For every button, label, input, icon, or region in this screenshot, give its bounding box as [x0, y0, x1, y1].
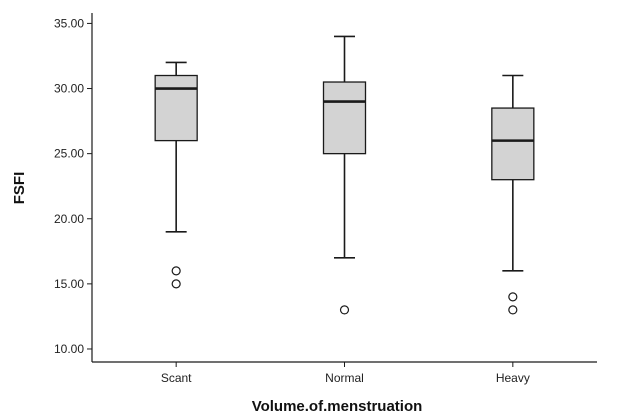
- x-axis: Scant Normal Heavy: [161, 362, 530, 385]
- outlier-point: [171, 279, 181, 289]
- x-tick-label: Heavy: [496, 371, 530, 385]
- outlier-point: [508, 305, 518, 315]
- iqr-box: [322, 81, 367, 155]
- outlier-point: [171, 266, 181, 276]
- y-tick-label: 30.00: [54, 82, 84, 96]
- outlier-point: [339, 305, 350, 315]
- box-heavy: [491, 74, 535, 315]
- y-axis: 10.00 15.00 20.00 25.00 30.00 35.00: [54, 16, 92, 356]
- box-normal: [322, 35, 367, 315]
- box-scant: [154, 61, 198, 289]
- y-tick-label: 20.00: [54, 212, 84, 226]
- y-tick-label: 25.00: [54, 147, 84, 161]
- iqr-box: [491, 107, 535, 181]
- outlier-point: [508, 292, 518, 302]
- y-tick-label: 15.00: [54, 277, 84, 291]
- iqr-box: [154, 74, 198, 142]
- y-tick-label: 10.00: [54, 342, 84, 356]
- x-tick-label: Normal: [325, 371, 364, 385]
- y-axis-title: FSFI: [11, 172, 28, 205]
- x-tick-label: Scant: [161, 371, 192, 385]
- x-axis-title: Volume.of.menstruation: [252, 398, 423, 415]
- y-tick-label: 35.00: [54, 16, 84, 30]
- boxes-group: [154, 35, 535, 315]
